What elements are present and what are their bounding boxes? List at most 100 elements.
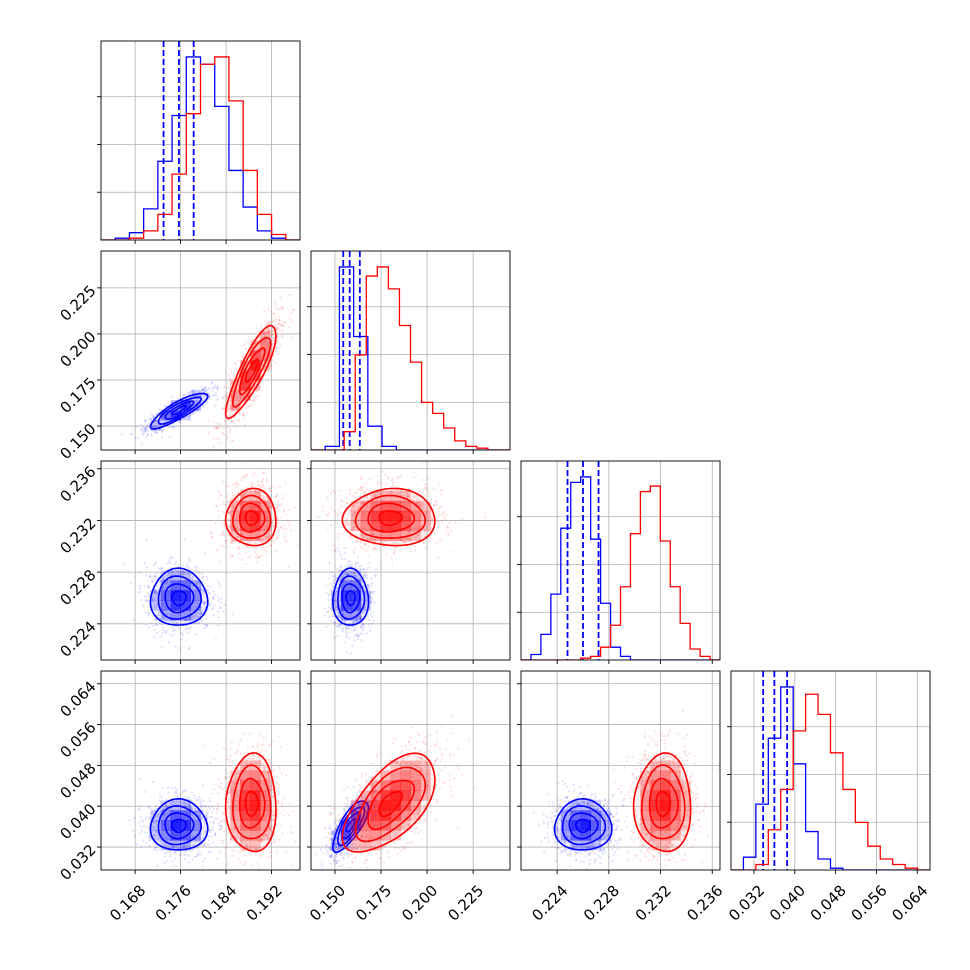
scatter-point xyxy=(228,765,231,768)
scatter-point xyxy=(217,616,220,619)
scatter-point xyxy=(155,413,159,416)
scatter-point xyxy=(275,495,278,498)
scatter-point xyxy=(360,578,363,581)
scatter-point xyxy=(274,839,277,843)
scatter-point xyxy=(149,815,152,818)
scatter-point xyxy=(225,777,228,780)
scatter-point xyxy=(169,633,172,636)
scatter-point xyxy=(428,523,431,526)
scatter-point xyxy=(600,846,603,849)
scatter-point xyxy=(335,845,338,849)
scatter-point xyxy=(173,619,176,622)
scatter-point xyxy=(373,601,376,604)
scatter-point xyxy=(284,494,287,497)
scatter-point xyxy=(202,608,206,611)
contour-1-3 xyxy=(224,487,277,547)
scatter-point xyxy=(229,368,232,371)
scatter-point xyxy=(277,323,280,326)
scatter-point xyxy=(327,605,330,608)
scatter-point xyxy=(248,489,252,492)
scatter-point xyxy=(614,819,618,822)
scatter-point xyxy=(227,502,231,505)
scatter-point xyxy=(609,813,612,816)
scatter-point xyxy=(218,560,221,563)
scatter-point xyxy=(345,546,348,550)
scatter-point xyxy=(569,851,572,854)
scatter-point xyxy=(560,806,563,809)
scatter-point xyxy=(182,789,185,793)
scatter-point xyxy=(319,848,322,851)
scatter-point xyxy=(401,760,404,763)
scatter-point xyxy=(564,850,568,853)
scatter-point xyxy=(204,387,207,390)
scatter-point xyxy=(278,735,281,738)
scatter-point xyxy=(218,426,221,429)
scatter-point xyxy=(614,828,618,831)
scatter-point xyxy=(201,593,205,596)
scatter-point xyxy=(252,846,256,849)
scatter-point xyxy=(358,802,361,805)
scatter-point xyxy=(143,585,146,588)
scatter-point xyxy=(607,822,610,825)
scatter-point xyxy=(565,796,568,799)
scatter-point xyxy=(651,831,654,834)
scatter-point xyxy=(593,804,596,808)
scatter-point xyxy=(280,772,284,775)
scatter-point xyxy=(263,499,266,502)
scatter-point xyxy=(157,425,160,428)
scatter-point xyxy=(192,843,196,846)
scatter-point xyxy=(253,541,256,545)
scatter-point xyxy=(382,838,385,841)
scatter-point xyxy=(296,544,299,548)
scatter-point xyxy=(214,817,217,820)
scatter-point xyxy=(200,611,203,615)
scatter-point xyxy=(357,635,360,638)
scatter-point xyxy=(329,825,332,828)
scatter-point xyxy=(365,632,368,635)
scatter-point xyxy=(332,830,335,833)
scatter-point xyxy=(412,806,416,809)
scatter-point xyxy=(266,321,270,324)
scatter-point xyxy=(160,646,163,649)
scatter-point xyxy=(563,842,567,845)
scatter-point xyxy=(184,628,187,631)
scatter-point xyxy=(683,745,686,748)
scatter-point xyxy=(213,604,216,607)
density-cell xyxy=(380,800,391,811)
scatter-point xyxy=(235,403,239,406)
scatter-point xyxy=(169,556,172,559)
scatter-point xyxy=(578,803,581,806)
scatter-point xyxy=(686,810,690,813)
scatter-point xyxy=(263,335,266,338)
scatter-point xyxy=(229,526,232,529)
scatter-point xyxy=(175,621,179,624)
density-cell xyxy=(400,760,411,771)
scatter-point xyxy=(225,495,228,498)
scatter-point xyxy=(366,615,370,618)
scatter-point xyxy=(153,591,156,594)
scatter-point xyxy=(276,536,279,539)
scatter-point xyxy=(391,742,395,745)
scatter-point xyxy=(331,489,335,492)
scatter-point xyxy=(235,481,238,484)
density-cell xyxy=(390,520,401,532)
scatter-point xyxy=(207,805,211,808)
scatter-point xyxy=(266,855,270,859)
scatter-point xyxy=(420,768,423,771)
contour-0-3 xyxy=(553,797,613,851)
scatter-point xyxy=(440,537,443,540)
scatter-point xyxy=(338,865,341,868)
scatter-point xyxy=(196,408,199,412)
scatter-point xyxy=(243,476,246,479)
scatter-point xyxy=(200,576,204,579)
scatter-point xyxy=(163,812,166,816)
scatter-point xyxy=(357,555,360,558)
scatter-point xyxy=(237,483,240,486)
scatter-point xyxy=(195,409,198,412)
scatter-point xyxy=(561,816,564,819)
scatter-point xyxy=(283,508,286,511)
scatter-point xyxy=(226,842,230,845)
scatter-point xyxy=(424,736,427,739)
scatter-point xyxy=(195,582,198,585)
scatter-point xyxy=(203,385,207,389)
